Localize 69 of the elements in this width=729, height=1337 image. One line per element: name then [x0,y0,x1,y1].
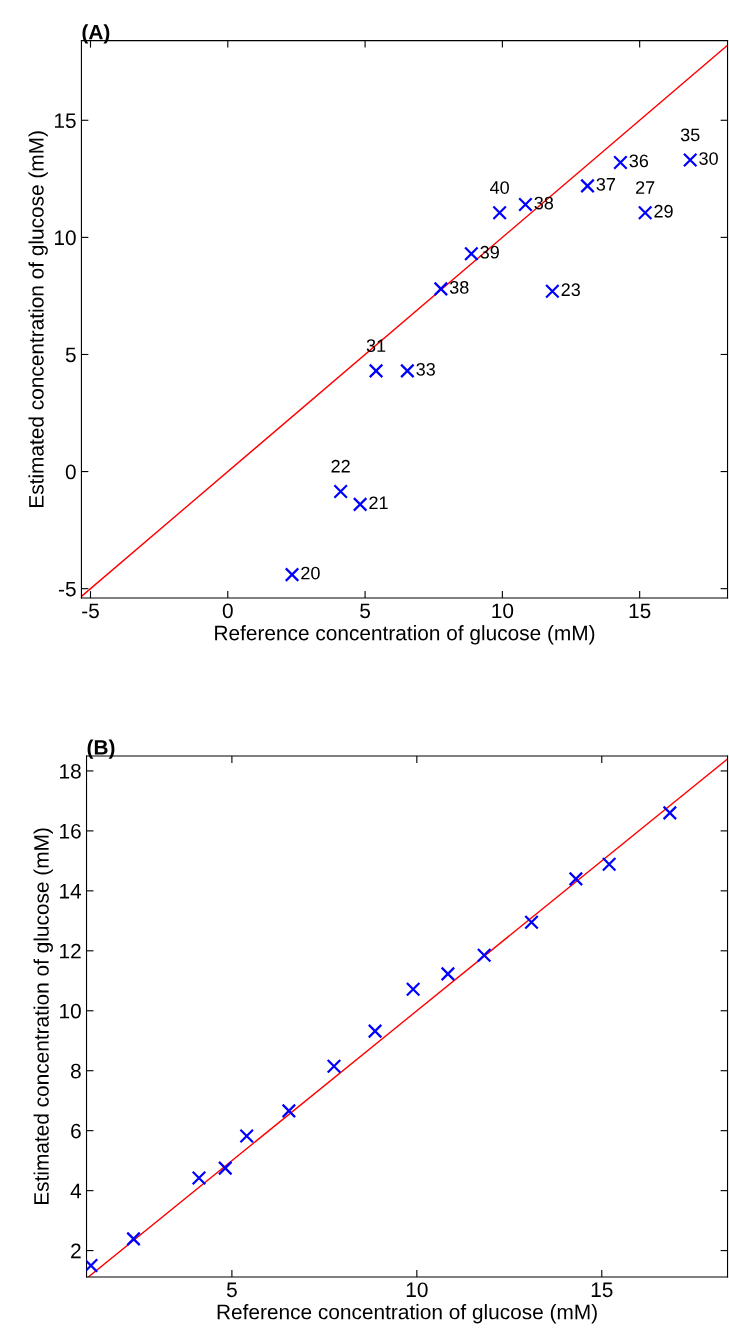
point [433,281,449,297]
x-tick-label: -5 [82,603,99,619]
y-tick-label: -5 [58,581,76,597]
annotation: 29 [654,204,673,218]
x-tick-label: 5 [226,1282,237,1298]
annotation: 35 [680,128,700,142]
point [580,178,595,194]
point [463,246,479,262]
point [284,567,300,582]
y-axis-title: Estimated concentration of glucose (mM) [33,828,53,1205]
y-tick-label: 16 [60,823,81,839]
point [613,155,628,170]
point [662,805,678,821]
point [637,205,653,221]
chart-title: (A) [82,24,110,44]
annotation: 27 [636,181,655,194]
point [217,1160,233,1176]
x-tick-label: 15 [591,1282,613,1298]
point [524,914,539,930]
point [568,871,584,887]
y-tick-label: 12 [60,943,81,959]
annotation: 40 [490,181,509,194]
point [333,484,348,499]
annotation: 37 [596,177,616,191]
annotation: 38 [449,280,469,294]
x-tick-label: 0 [222,603,233,619]
annotation: 36 [629,154,649,168]
point [682,152,698,168]
point [352,497,368,512]
point [518,197,533,212]
point [326,1058,342,1074]
y-axis-title: Estimated concentration of glucose (mM) [28,131,48,507]
annotation: 22 [331,459,350,473]
point [476,947,492,963]
annotation: 33 [416,362,435,376]
point [281,1103,297,1119]
x-tick-label: 10 [406,1282,428,1298]
y-tick-label: 10 [60,1003,81,1019]
point [368,363,384,379]
y-tick-label: 8 [70,1063,81,1079]
y-tick-label: 5 [65,347,76,363]
y-tick-label: 14 [60,884,82,899]
point [601,856,617,872]
y-tick-label: 15 [54,113,76,129]
y-tick-label: 0 [65,464,76,480]
x-axis-title: Reference concentration of glucose (mM) [217,1304,597,1324]
annotation: 21 [369,496,388,510]
point [400,363,415,379]
point [440,966,456,982]
y-tick-label: 4 [70,1183,82,1199]
x-axis-title: Reference concentration of glucose (mM) [215,625,595,645]
x-tick-label: 15 [629,603,651,619]
x-tick-label: 5 [360,603,370,619]
point [544,283,560,299]
x-tick-label: 10 [492,603,514,619]
annotation: 30 [699,152,718,165]
y-tick-label: 6 [71,1123,81,1139]
point [191,1170,207,1186]
y-tick-label: 2 [71,1243,81,1259]
y-tick-label: 10 [54,230,76,246]
chart-title: (B) [87,739,115,759]
point [239,1128,255,1144]
point [126,1231,141,1247]
point [492,205,507,221]
annotation: 23 [561,283,580,297]
y-tick-label: 18 [60,763,81,779]
annotation: 20 [301,566,320,580]
point [367,1023,383,1039]
point [405,981,421,997]
